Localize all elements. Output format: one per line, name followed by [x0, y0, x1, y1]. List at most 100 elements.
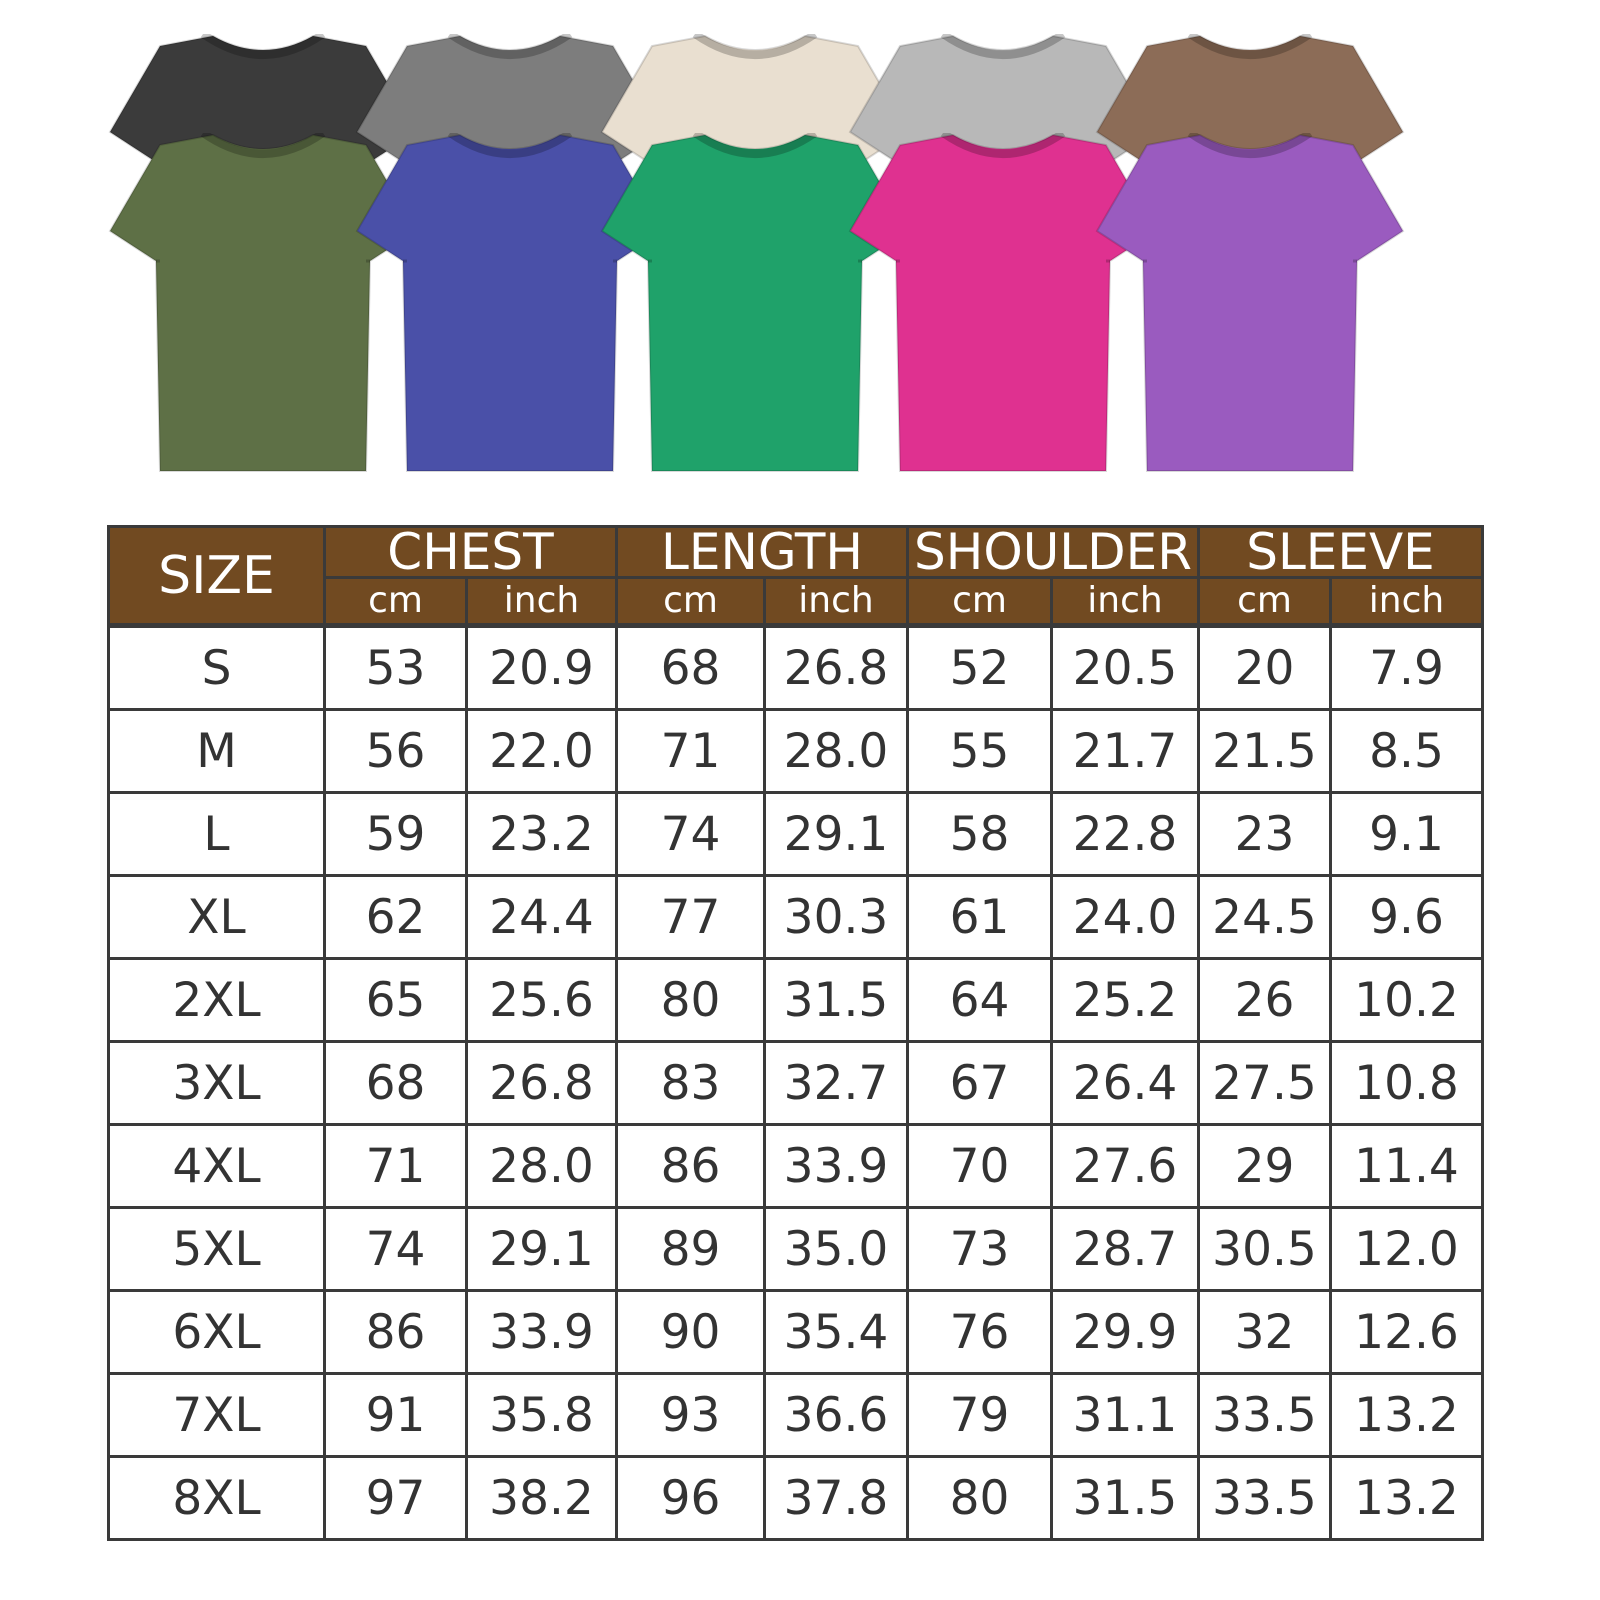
tshirt-pink	[848, 133, 1158, 473]
measurement-cell: 33.5	[1197, 1455, 1332, 1541]
shoulder-header: SHOULDER	[906, 525, 1200, 579]
measurement-cell: 31.1	[1050, 1372, 1200, 1458]
measurement-cell: 52	[906, 623, 1053, 711]
measurement-cell: 74	[615, 791, 766, 877]
size-cell: L	[107, 791, 326, 877]
measurement-cell: 9.6	[1329, 874, 1484, 960]
size-chart-table: SIZE CHEST LENGTH SHOULDER SLEEVE cm inch…	[107, 525, 1484, 1541]
table-row: 4XL 71 28.0 86 33.9 70 27.6 29 11.4	[107, 1123, 1484, 1209]
size-cell: 5XL	[107, 1206, 326, 1292]
table-row: 3XL 68 26.8 83 32.7 67 26.4 27.5 10.8	[107, 1040, 1484, 1126]
measurement-cell: 68	[615, 623, 766, 711]
measurement-cell: 61	[906, 874, 1053, 960]
table-row: M 56 22.0 71 28.0 55 21.7 21.5 8.5	[107, 708, 1484, 794]
tshirt-icon	[600, 133, 910, 472]
measurement-cell: 24.4	[465, 874, 618, 960]
measurement-cell: 29	[1197, 1123, 1332, 1209]
unit-header-inch: inch	[1050, 576, 1200, 627]
measurement-cell: 55	[906, 708, 1053, 794]
size-cell: XL	[107, 874, 326, 960]
sleeve-header: SLEEVE	[1197, 525, 1484, 579]
size-cell: 4XL	[107, 1123, 326, 1209]
measurement-cell: 29.1	[763, 791, 909, 877]
measurement-cell: 59	[323, 791, 468, 877]
measurement-cell: 21.5	[1197, 708, 1332, 794]
measurement-cell: 20.9	[465, 623, 618, 711]
unit-header-inch: inch	[465, 576, 618, 627]
measurement-cell: 31.5	[1050, 1455, 1200, 1541]
measurement-cell: 68	[323, 1040, 468, 1126]
tshirt-olive	[108, 133, 418, 473]
table-row: L 59 23.2 74 29.1 58 22.8 23 9.1	[107, 791, 1484, 877]
tshirt-blue	[355, 133, 665, 473]
measurement-cell: 97	[323, 1455, 468, 1541]
measurement-cell: 53	[323, 623, 468, 711]
measurement-cell: 80	[906, 1455, 1053, 1541]
table-row: XL 62 24.4 77 30.3 61 24.0 24.5 9.6	[107, 874, 1484, 960]
size-cell: 6XL	[107, 1289, 326, 1375]
measurement-cell: 74	[323, 1206, 468, 1292]
measurement-cell: 90	[615, 1289, 766, 1375]
measurement-cell: 89	[615, 1206, 766, 1292]
measurement-cell: 71	[615, 708, 766, 794]
size-cell: S	[107, 623, 326, 711]
measurement-cell: 58	[906, 791, 1053, 877]
measurement-cell: 20	[1197, 623, 1332, 711]
size-cell: 3XL	[107, 1040, 326, 1126]
measurement-cell: 56	[323, 708, 468, 794]
measurement-cell: 67	[906, 1040, 1053, 1126]
size-header: SIZE	[107, 525, 326, 627]
measurement-cell: 22.0	[465, 708, 618, 794]
measurement-cell: 26	[1197, 957, 1332, 1043]
measurement-cell: 33.9	[465, 1289, 618, 1375]
tshirt-icon	[108, 133, 418, 472]
measurement-cell: 7.9	[1329, 623, 1484, 711]
measurement-cell: 10.8	[1329, 1040, 1484, 1126]
measurement-cell: 13.2	[1329, 1372, 1484, 1458]
measurement-cell: 80	[615, 957, 766, 1043]
measurement-cell: 36.6	[763, 1372, 909, 1458]
measurement-cell: 28.7	[1050, 1206, 1200, 1292]
measurement-cell: 37.8	[763, 1455, 909, 1541]
measurement-cell: 76	[906, 1289, 1053, 1375]
table-row: 7XL 91 35.8 93 36.6 79 31.1 33.5 13.2	[107, 1372, 1484, 1458]
measurement-cell: 96	[615, 1455, 766, 1541]
unit-header-cm: cm	[1197, 576, 1332, 627]
measurement-cell: 38.2	[465, 1455, 618, 1541]
measurement-cell: 24.0	[1050, 874, 1200, 960]
unit-header-inch: inch	[763, 576, 909, 627]
tshirt-purple	[1095, 133, 1405, 473]
measurement-cell: 35.8	[465, 1372, 618, 1458]
measurement-cell: 12.0	[1329, 1206, 1484, 1292]
measurement-cell: 25.6	[465, 957, 618, 1043]
unit-header-inch: inch	[1329, 576, 1484, 627]
measurement-cell: 33.5	[1197, 1372, 1332, 1458]
measurement-cell: 26.4	[1050, 1040, 1200, 1126]
measurement-cell: 93	[615, 1372, 766, 1458]
measurement-cell: 29.9	[1050, 1289, 1200, 1375]
measurement-cell: 30.5	[1197, 1206, 1332, 1292]
measurement-cell: 8.5	[1329, 708, 1484, 794]
table-row: 8XL 97 38.2 96 37.8 80 31.5 33.5 13.2	[107, 1455, 1484, 1541]
chest-header: CHEST	[323, 525, 618, 579]
measurement-cell: 29.1	[465, 1206, 618, 1292]
measurement-cell: 64	[906, 957, 1053, 1043]
measurement-cell: 27.5	[1197, 1040, 1332, 1126]
tshirt-icon	[355, 133, 665, 472]
measurement-cell: 86	[615, 1123, 766, 1209]
measurement-cell: 71	[323, 1123, 468, 1209]
measurement-cell: 27.6	[1050, 1123, 1200, 1209]
measurement-cell: 9.1	[1329, 791, 1484, 877]
measurement-cell: 23.2	[465, 791, 618, 877]
size-cell: 2XL	[107, 957, 326, 1043]
measurement-cell: 31.5	[763, 957, 909, 1043]
measurement-cell: 32	[1197, 1289, 1332, 1375]
length-header: LENGTH	[615, 525, 909, 579]
measurement-cell: 35.4	[763, 1289, 909, 1375]
measurement-cell: 22.8	[1050, 791, 1200, 877]
measurement-cell: 33.9	[763, 1123, 909, 1209]
measurement-cell: 11.4	[1329, 1123, 1484, 1209]
size-cell: 7XL	[107, 1372, 326, 1458]
measurement-cell: 13.2	[1329, 1455, 1484, 1541]
measurement-cell: 83	[615, 1040, 766, 1126]
